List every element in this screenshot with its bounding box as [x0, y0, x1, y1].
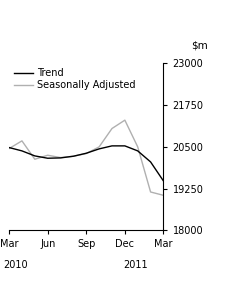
Line: Trend: Trend [9, 146, 163, 181]
Seasonally Adjusted [149, 190, 152, 194]
Legend: Trend, Seasonally Adjusted: Trend, Seasonally Adjusted [14, 68, 136, 90]
Trend [136, 149, 139, 153]
Trend [46, 156, 49, 160]
Trend [33, 154, 36, 158]
Trend [98, 147, 101, 151]
Seasonally Adjusted [136, 145, 139, 149]
Seasonally Adjusted [162, 194, 165, 197]
Trend [8, 146, 10, 149]
Line: Seasonally Adjusted: Seasonally Adjusted [9, 120, 163, 195]
Seasonally Adjusted [33, 158, 36, 161]
Seasonally Adjusted [46, 154, 49, 157]
Trend [21, 149, 23, 153]
Trend [111, 144, 113, 148]
Seasonally Adjusted [59, 156, 62, 159]
Text: $m: $m [191, 40, 208, 50]
Trend [85, 151, 88, 155]
Seasonally Adjusted [98, 145, 101, 149]
Seasonally Adjusted [123, 118, 126, 122]
Seasonally Adjusted [8, 147, 10, 150]
Trend [162, 179, 165, 183]
Seasonally Adjusted [111, 127, 113, 130]
Trend [72, 154, 75, 158]
Seasonally Adjusted [85, 152, 88, 155]
Seasonally Adjusted [72, 154, 75, 158]
Text: 2011: 2011 [123, 260, 148, 270]
Text: 2010: 2010 [3, 260, 27, 270]
Trend [149, 160, 152, 164]
Trend [59, 156, 62, 160]
Seasonally Adjusted [21, 139, 23, 143]
Trend [123, 144, 126, 148]
